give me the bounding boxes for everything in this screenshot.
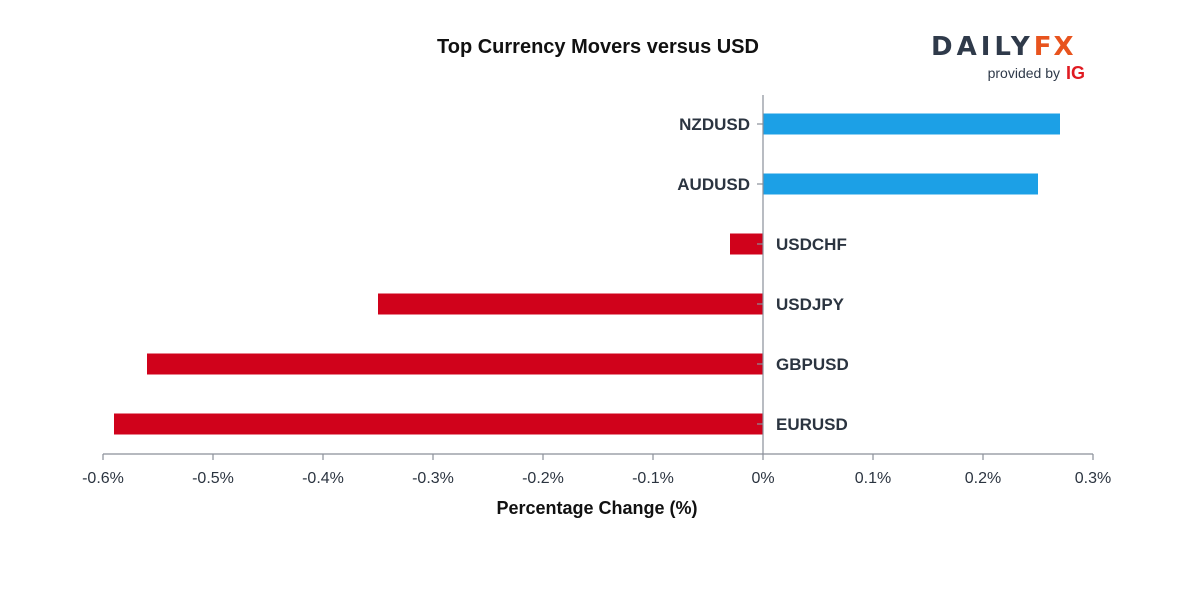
category-label-gbpusd: GBPUSD — [776, 355, 849, 374]
x-tick-label: -0.5% — [192, 470, 234, 487]
x-tick-label: 0% — [751, 470, 774, 487]
x-tick-label: -0.2% — [522, 470, 564, 487]
chart-title: Top Currency Movers versus USD — [437, 36, 759, 58]
brand-name-main: DAILY — [931, 32, 1034, 62]
x-axis-title: Percentage Change (%) — [496, 498, 697, 518]
bar-audusd — [763, 173, 1038, 195]
x-tick-label: -0.4% — [302, 470, 344, 487]
bar-usdchf — [730, 233, 763, 255]
x-tick-label: 0.1% — [855, 470, 891, 487]
category-labels: NZDUSD AUDUSD USDCHF USDJPY GBPUSD EURUSD — [677, 115, 848, 434]
category-label-usdjpy: USDJPY — [776, 295, 845, 314]
category-label-audusd: AUDUSD — [677, 175, 750, 194]
bar-gbpusd — [147, 353, 763, 375]
bars-group — [114, 113, 1060, 435]
bar-eurusd — [114, 413, 763, 435]
x-tick-label: 0.3% — [1075, 470, 1111, 487]
x-tick-label: -0.3% — [412, 470, 454, 487]
category-label-eurusd: EURUSD — [776, 415, 848, 434]
x-ticks: -0.6% -0.5% -0.4% -0.3% -0.2% -0.1% 0% 0.1% 0.2%… — [82, 454, 1111, 487]
brand-partner: IG — [1066, 63, 1085, 83]
category-label-usdchf: USDCHF — [776, 235, 847, 254]
category-label-nzdusd: NZDUSD — [679, 115, 750, 134]
brand-name: DAILYFX — [931, 32, 1076, 62]
brand-tagline: provided by — [988, 65, 1060, 81]
brand-name-accent: FX — [1034, 32, 1076, 62]
bar-nzdusd — [763, 113, 1060, 135]
x-tick-label: -0.1% — [632, 470, 674, 487]
x-tick-label: -0.6% — [82, 470, 124, 487]
axes — [103, 95, 1093, 455]
bar-usdjpy — [378, 293, 763, 315]
x-tick-label: 0.2% — [965, 470, 1001, 487]
brand-logo: DAILYFX provided by IG — [931, 32, 1085, 83]
